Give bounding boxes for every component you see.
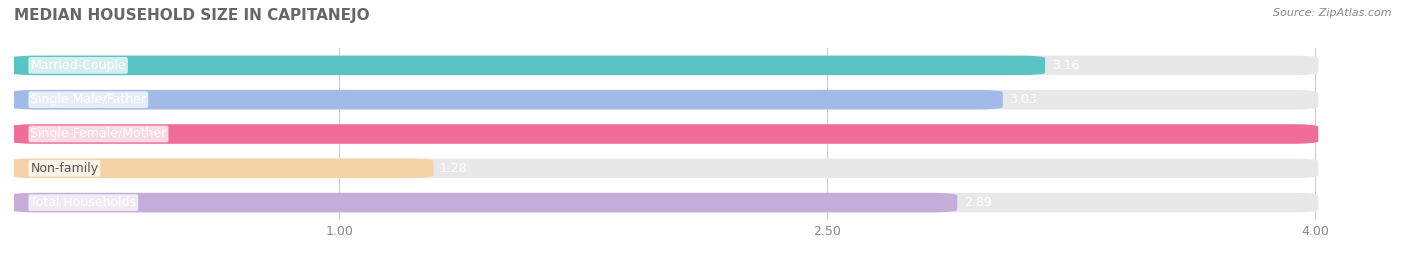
Text: 2.89: 2.89 [963,196,991,209]
Text: Single Male/Father: Single Male/Father [31,93,146,106]
Text: Single Female/Mother: Single Female/Mother [31,128,166,140]
Text: 1.28: 1.28 [440,162,468,175]
Text: 3.16: 3.16 [1052,59,1080,72]
FancyBboxPatch shape [11,56,1319,75]
Text: 3.03: 3.03 [1010,93,1038,106]
FancyBboxPatch shape [11,124,1319,144]
Text: Total Households: Total Households [31,196,136,209]
Text: 4.00: 4.00 [1324,128,1353,140]
FancyBboxPatch shape [11,90,1319,109]
FancyBboxPatch shape [11,159,433,178]
Text: Non-family: Non-family [31,162,98,175]
FancyBboxPatch shape [11,159,1319,178]
FancyBboxPatch shape [11,193,957,212]
FancyBboxPatch shape [11,124,1319,144]
Text: Source: ZipAtlas.com: Source: ZipAtlas.com [1274,8,1392,18]
Text: Married-Couple: Married-Couple [31,59,127,72]
FancyBboxPatch shape [11,56,1045,75]
FancyBboxPatch shape [11,193,1319,212]
Text: MEDIAN HOUSEHOLD SIZE IN CAPITANEJO: MEDIAN HOUSEHOLD SIZE IN CAPITANEJO [14,8,370,23]
FancyBboxPatch shape [11,90,1002,109]
